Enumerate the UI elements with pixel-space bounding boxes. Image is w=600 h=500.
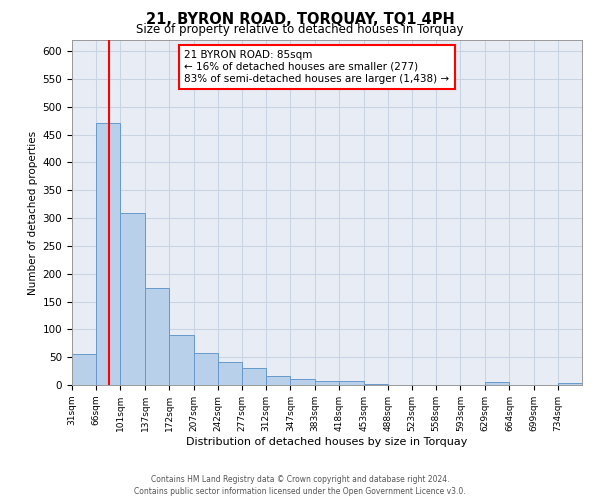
- Bar: [558, 384, 582, 385]
- Bar: [290, 380, 315, 385]
- Bar: [485, 382, 509, 385]
- Bar: [72, 354, 96, 385]
- Text: Size of property relative to detached houses in Torquay: Size of property relative to detached ho…: [136, 22, 464, 36]
- Text: 21, BYRON ROAD, TORQUAY, TQ1 4PH: 21, BYRON ROAD, TORQUAY, TQ1 4PH: [146, 12, 454, 26]
- Text: 21 BYRON ROAD: 85sqm
← 16% of detached houses are smaller (277)
83% of semi-deta: 21 BYRON ROAD: 85sqm ← 16% of detached h…: [184, 50, 449, 84]
- X-axis label: Distribution of detached houses by size in Torquay: Distribution of detached houses by size …: [187, 436, 467, 446]
- Bar: [266, 376, 290, 385]
- Bar: [242, 368, 266, 385]
- Bar: [364, 384, 388, 385]
- Bar: [169, 335, 194, 385]
- Bar: [218, 362, 242, 385]
- Bar: [96, 124, 121, 385]
- Bar: [145, 288, 169, 385]
- Bar: [194, 352, 218, 385]
- Text: Contains HM Land Registry data © Crown copyright and database right 2024.
Contai: Contains HM Land Registry data © Crown c…: [134, 474, 466, 496]
- Bar: [340, 380, 364, 385]
- Y-axis label: Number of detached properties: Number of detached properties: [28, 130, 38, 294]
- Bar: [315, 380, 340, 385]
- Bar: [121, 212, 145, 385]
